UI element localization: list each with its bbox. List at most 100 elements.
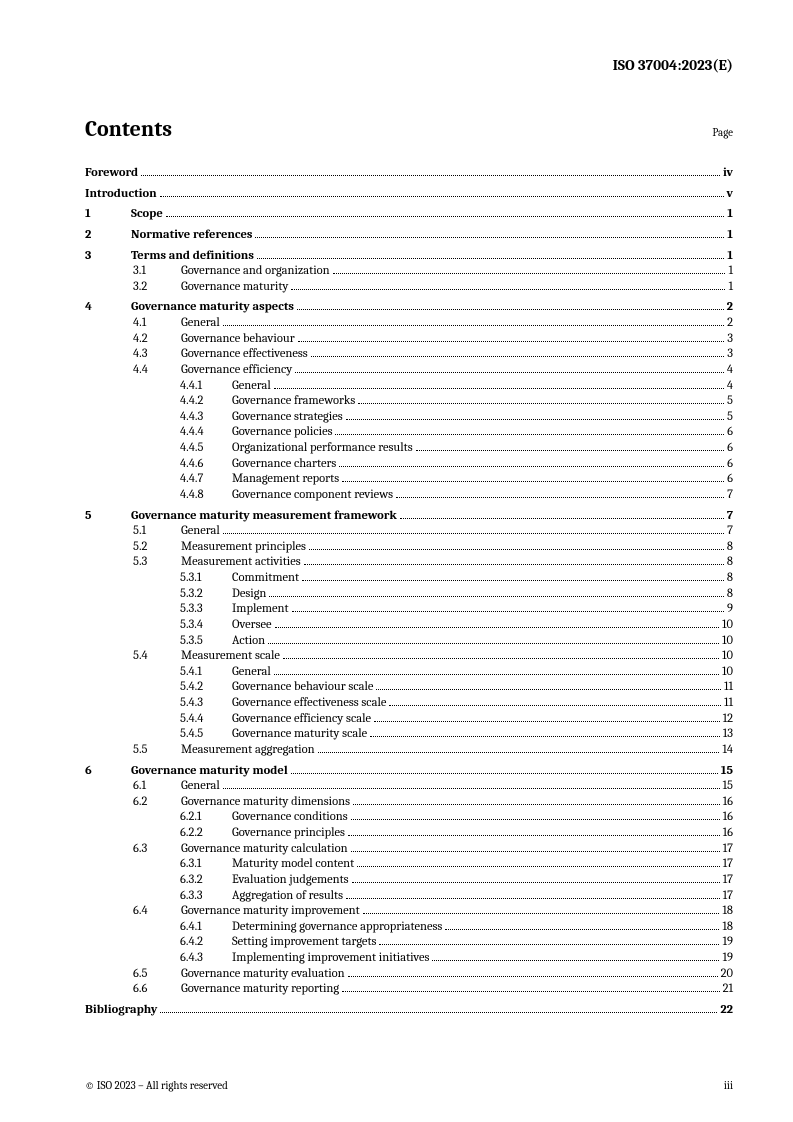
toc-leader-dots: [346, 898, 720, 899]
toc-entry-label: Determining governance appropriateness: [232, 920, 442, 936]
toc-entry[interactable]: 4.2Governance behaviour3: [85, 332, 733, 348]
toc-leader-dots: [274, 674, 719, 675]
toc-entry[interactable]: 6.3.2Evaluation judgements17: [85, 873, 733, 889]
toc-entry-page: 7: [727, 509, 733, 525]
toc-entry-label: Evaluation judgements: [232, 873, 349, 889]
toc-entry-label: Governance maturity measurement framewor…: [131, 509, 397, 525]
toc-entry[interactable]: 6Governance maturity model15: [85, 764, 733, 780]
toc-entry[interactable]: 5.4.1General10: [85, 665, 733, 681]
toc-leader-dots: [396, 497, 724, 498]
toc-entry[interactable]: 5.1General7: [85, 524, 733, 540]
toc-entry-page: 1: [727, 249, 733, 265]
toc-leader-dots: [257, 258, 724, 259]
toc-entry[interactable]: 5.4.2Governance behaviour scale11: [85, 680, 733, 696]
toc-entry[interactable]: 5.4.4Governance efficiency scale12: [85, 712, 733, 728]
toc-entry[interactable]: 4Governance maturity aspects2: [85, 300, 733, 316]
toc-entry[interactable]: 5.3.1Commitment8: [85, 571, 733, 587]
toc-entry[interactable]: 5.3.5Action10: [85, 634, 733, 650]
toc-entry[interactable]: 5.5Measurement aggregation 14: [85, 743, 733, 759]
toc-entry[interactable]: 5.4Measurement scale10: [85, 649, 733, 665]
toc-entry-label: General: [181, 316, 220, 332]
toc-entry-label: Governance maturity: [181, 280, 288, 296]
toc-leader-dots: [269, 596, 724, 597]
toc-entry[interactable]: 5Governance maturity measurement framewo…: [85, 509, 733, 525]
toc-entry-number: 6.4.1: [180, 920, 232, 936]
toc-entry[interactable]: 5.3.3Implement9: [85, 602, 733, 618]
toc-entry-number: 4.4.7: [180, 472, 232, 488]
toc-entry[interactable]: 5.2Measurement principles8: [85, 540, 733, 556]
toc-entry-number: 5.4.2: [180, 680, 232, 696]
toc-entry[interactable]: 4.4.1General4: [85, 379, 733, 395]
toc-entry[interactable]: 2Normative references1: [85, 228, 733, 244]
toc-entry-label: Governance maturity aspects: [131, 300, 294, 316]
toc-entry[interactable]: 6.2Governance maturity dimensions16: [85, 795, 733, 811]
toc-entry-label: Scope: [131, 207, 163, 223]
toc-entry[interactable]: 4.4.5Organizational performance results6: [85, 441, 733, 457]
toc-entry[interactable]: 4.4.4Governance policies6: [85, 425, 733, 441]
toc-entry[interactable]: 4.4.7Management reports6: [85, 472, 733, 488]
toc-entry-page: 14: [722, 743, 733, 759]
toc-leader-dots: [445, 929, 719, 930]
toc-entry-label: Governance maturity calculation: [181, 842, 348, 858]
toc-entry[interactable]: 6.3Governance maturity calculation17: [85, 842, 733, 858]
toc-entry[interactable]: 4.4.8Governance component reviews7: [85, 488, 733, 504]
toc-entry[interactable]: 4.4.3Governance strategies5: [85, 410, 733, 426]
toc-entry-number: 6.6: [133, 982, 181, 998]
toc-entry-page: 4: [727, 379, 733, 395]
toc-entry[interactable]: 6.2.2Governance principles16: [85, 826, 733, 842]
toc-entry[interactable]: 1Scope1: [85, 207, 733, 223]
page-number: iii: [724, 1079, 733, 1092]
toc-entry[interactable]: 6.6Governance maturity reporting21: [85, 982, 733, 998]
toc-entry[interactable]: 6.4.2Setting improvement targets19: [85, 935, 733, 951]
toc-entry[interactable]: 4.3Governance effectiveness3: [85, 347, 733, 363]
toc-entry[interactable]: 6.1General15: [85, 779, 733, 795]
toc-entry[interactable]: 6.3.1Maturity model content17: [85, 857, 733, 873]
toc-leader-dots: [160, 196, 724, 197]
toc-leader-dots: [291, 289, 725, 290]
toc-entry-number: 5.4: [133, 649, 181, 665]
toc-entry-number: 4.3: [133, 347, 181, 363]
toc-entry[interactable]: Introductionv: [85, 187, 733, 203]
toc-entry-number: 3.2: [133, 280, 181, 296]
toc-entry[interactable]: 6.4.3Implementing improvement initiative…: [85, 951, 733, 967]
toc-entry[interactable]: 4.4.6Governance charters6: [85, 457, 733, 473]
toc-entry-page: 8: [727, 555, 733, 571]
toc-entry[interactable]: 6.3.3Aggregation of results17: [85, 889, 733, 905]
toc-entry-number: 4.4.6: [180, 457, 232, 473]
toc-entry-label: Measurement aggregation: [181, 743, 315, 759]
toc-entry[interactable]: 4.4.2Governance frameworks5: [85, 394, 733, 410]
toc-entry[interactable]: 4.1General2: [85, 316, 733, 332]
toc-entry[interactable]: 3.1Governance and organization1: [85, 264, 733, 280]
toc-entry-page: 18: [722, 920, 733, 936]
toc-entry[interactable]: 6.4Governance maturity improvement18: [85, 904, 733, 920]
toc-entry-page: 1: [727, 207, 733, 223]
toc-entry[interactable]: 6.4.1Determining governance appropriaten…: [85, 920, 733, 936]
toc-entry-page: 21: [723, 982, 733, 998]
toc-entry-label: Governance charters: [232, 457, 336, 473]
toc-entry[interactable]: 4.4Governance efficiency4: [85, 363, 733, 379]
toc-entry[interactable]: 3Terms and definitions1: [85, 249, 733, 265]
toc-entry-number: 4.2: [133, 332, 181, 348]
toc-entry-number: 5.5: [133, 743, 181, 759]
toc-entry[interactable]: 5.3.2Design8: [85, 587, 733, 603]
toc-entry-label: General: [232, 665, 271, 681]
toc-entry-label: Governance maturity model: [131, 764, 288, 780]
toc-entry[interactable]: 5.3.4Oversee10: [85, 618, 733, 634]
toc-entry-page: 6: [727, 441, 733, 457]
toc-entry-number: 3.1: [133, 264, 181, 280]
toc-entry-number: 5.3.4: [180, 618, 232, 634]
toc-entry-number: 6.4.2: [180, 935, 232, 951]
toc-entry[interactable]: 6.5Governance maturity evaluation20: [85, 967, 733, 983]
toc-leader-dots: [318, 752, 720, 753]
toc-leader-dots: [351, 851, 720, 852]
toc-entry[interactable]: 3.2Governance maturity1: [85, 280, 733, 296]
toc-entry-label: Governance and organization: [181, 264, 330, 280]
toc-entry[interactable]: 5.3Measurement activities8: [85, 555, 733, 571]
toc-entry[interactable]: Forewordiv: [85, 166, 733, 182]
toc-leader-dots: [416, 450, 725, 451]
toc-leader-dots: [275, 627, 719, 628]
toc-entry[interactable]: 5.4.5Governance maturity scale13: [85, 727, 733, 743]
toc-entry[interactable]: 6.2.1Governance conditions16: [85, 810, 733, 826]
toc-entry[interactable]: Bibliography22: [85, 1003, 733, 1019]
toc-entry[interactable]: 5.4.3Governance effectiveness scale11: [85, 696, 733, 712]
